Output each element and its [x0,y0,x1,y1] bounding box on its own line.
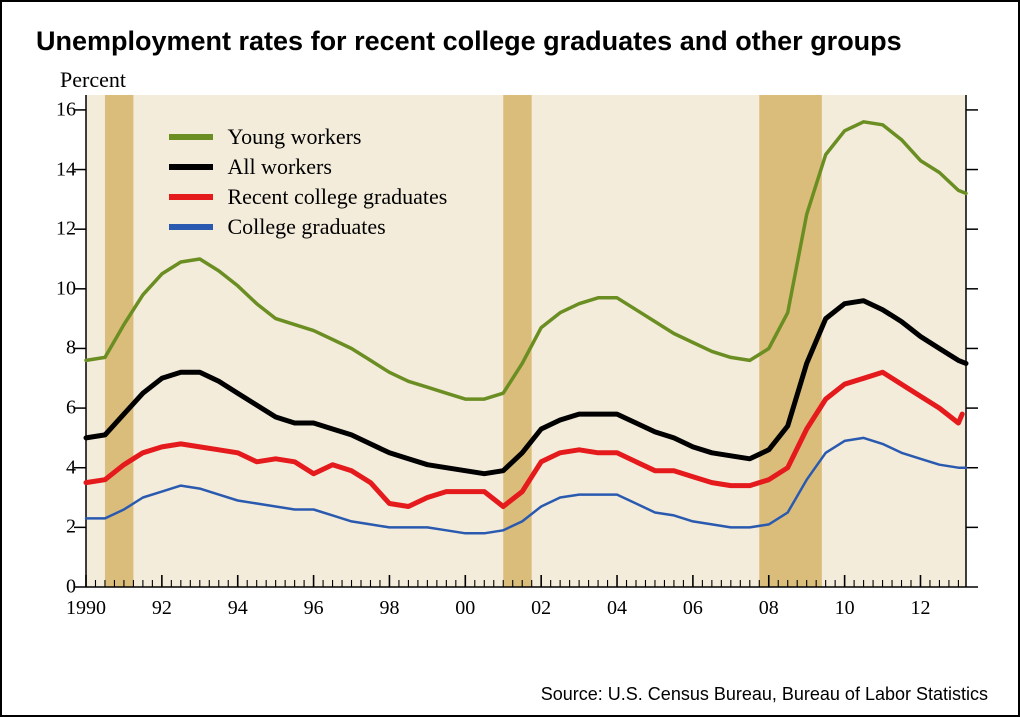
chart-title: Unemployment rates for recent college gr… [36,26,994,57]
legend-item: All workers [169,152,447,182]
legend-swatch [169,224,213,230]
legend-label: All workers [227,154,331,180]
chart-frame: Unemployment rates for recent college gr… [0,0,1020,717]
legend-swatch [169,194,213,200]
chart-area: 0246810121416 19909294969800020406081012… [26,95,986,625]
xtick-label: 08 [759,597,779,620]
ytick-label: 10 [36,277,76,300]
ytick-label: 4 [36,456,76,479]
ytick-label: 8 [36,337,76,360]
xtick-label: 02 [531,597,551,620]
x-tick-labels: 1990 92 94 96 98 00 02 04 06 08 10 12 [26,597,986,625]
ytick-label: 14 [36,158,76,181]
xtick-label: 10 [835,597,855,620]
legend-item: College graduates [169,212,447,242]
y-axis-label: Percent [60,67,994,93]
legend-label: Young workers [227,124,361,150]
xtick-label: 96 [304,597,324,620]
legend-label: Recent college graduates [227,184,447,210]
legend-item: Recent college graduates [169,182,447,212]
legend-swatch [169,164,213,170]
ytick-label: 6 [36,397,76,420]
xtick-label: 1990 [66,597,106,620]
xtick-label: 04 [607,597,627,620]
ytick-label: 12 [36,218,76,241]
xtick-label: 94 [228,597,248,620]
legend: Young workers All workers Recent college g… [169,122,447,242]
xtick-label: 00 [455,597,475,620]
recession-band [503,95,531,587]
legend-item: Young workers [169,122,447,152]
ytick-label: 16 [36,98,76,121]
ytick-label: 2 [36,516,76,539]
y-tick-labels: 0246810121416 [26,95,76,587]
legend-swatch [169,134,213,140]
recession-band [759,95,822,587]
xtick-label: 92 [152,597,172,620]
legend-label: College graduates [227,214,385,240]
ytick-label: 0 [36,576,76,599]
recession-band [105,95,133,587]
xtick-label: 06 [683,597,703,620]
xtick-label: 98 [379,597,399,620]
xtick-label: 12 [910,597,930,620]
source-text: Source: U.S. Census Bureau, Bureau of La… [541,684,988,705]
